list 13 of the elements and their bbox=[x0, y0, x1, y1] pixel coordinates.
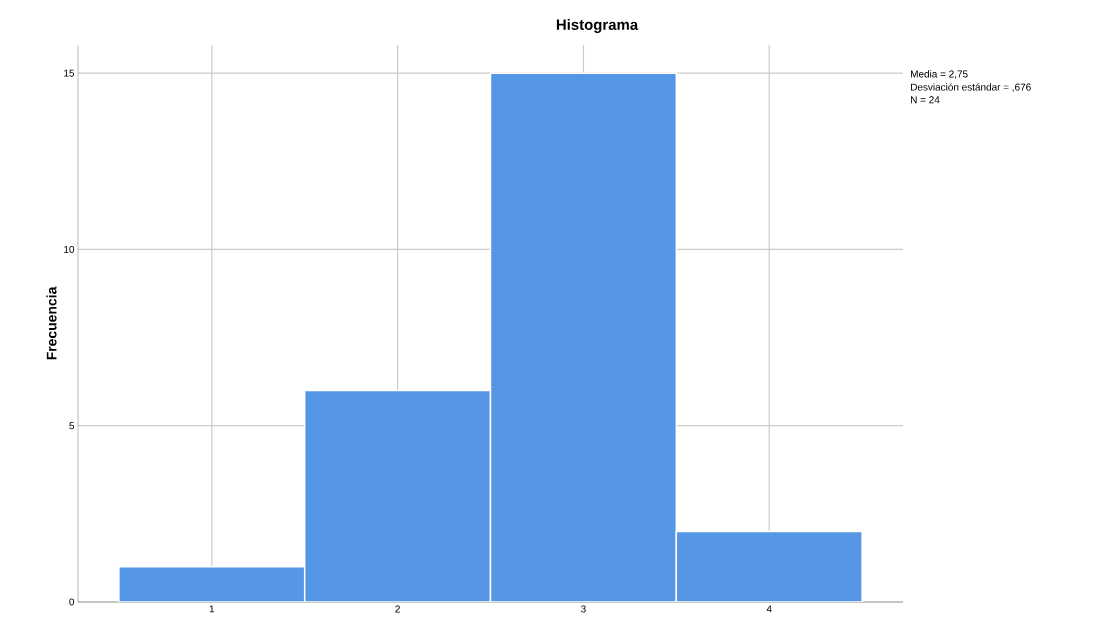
y-axis-title: Frecuencia bbox=[46, 286, 57, 360]
x-tick-label: 3 bbox=[581, 605, 586, 613]
text: Media = 2,75 bbox=[911, 70, 968, 79]
text: N = 24 bbox=[911, 96, 940, 104]
y-tick-label: 5 bbox=[69, 422, 75, 430]
y-tick-label: 15 bbox=[64, 69, 75, 77]
y-tick-label: 10 bbox=[64, 245, 75, 253]
x-tick-label: 1 bbox=[209, 605, 215, 613]
text: Desviación estándar = ,676 bbox=[911, 83, 1031, 92]
x-tick-label: 2 bbox=[395, 605, 400, 613]
y-tick-label: 0 bbox=[69, 598, 75, 606]
x-tick-label: 4 bbox=[766, 605, 772, 613]
chart-title: Histograma bbox=[556, 18, 639, 33]
